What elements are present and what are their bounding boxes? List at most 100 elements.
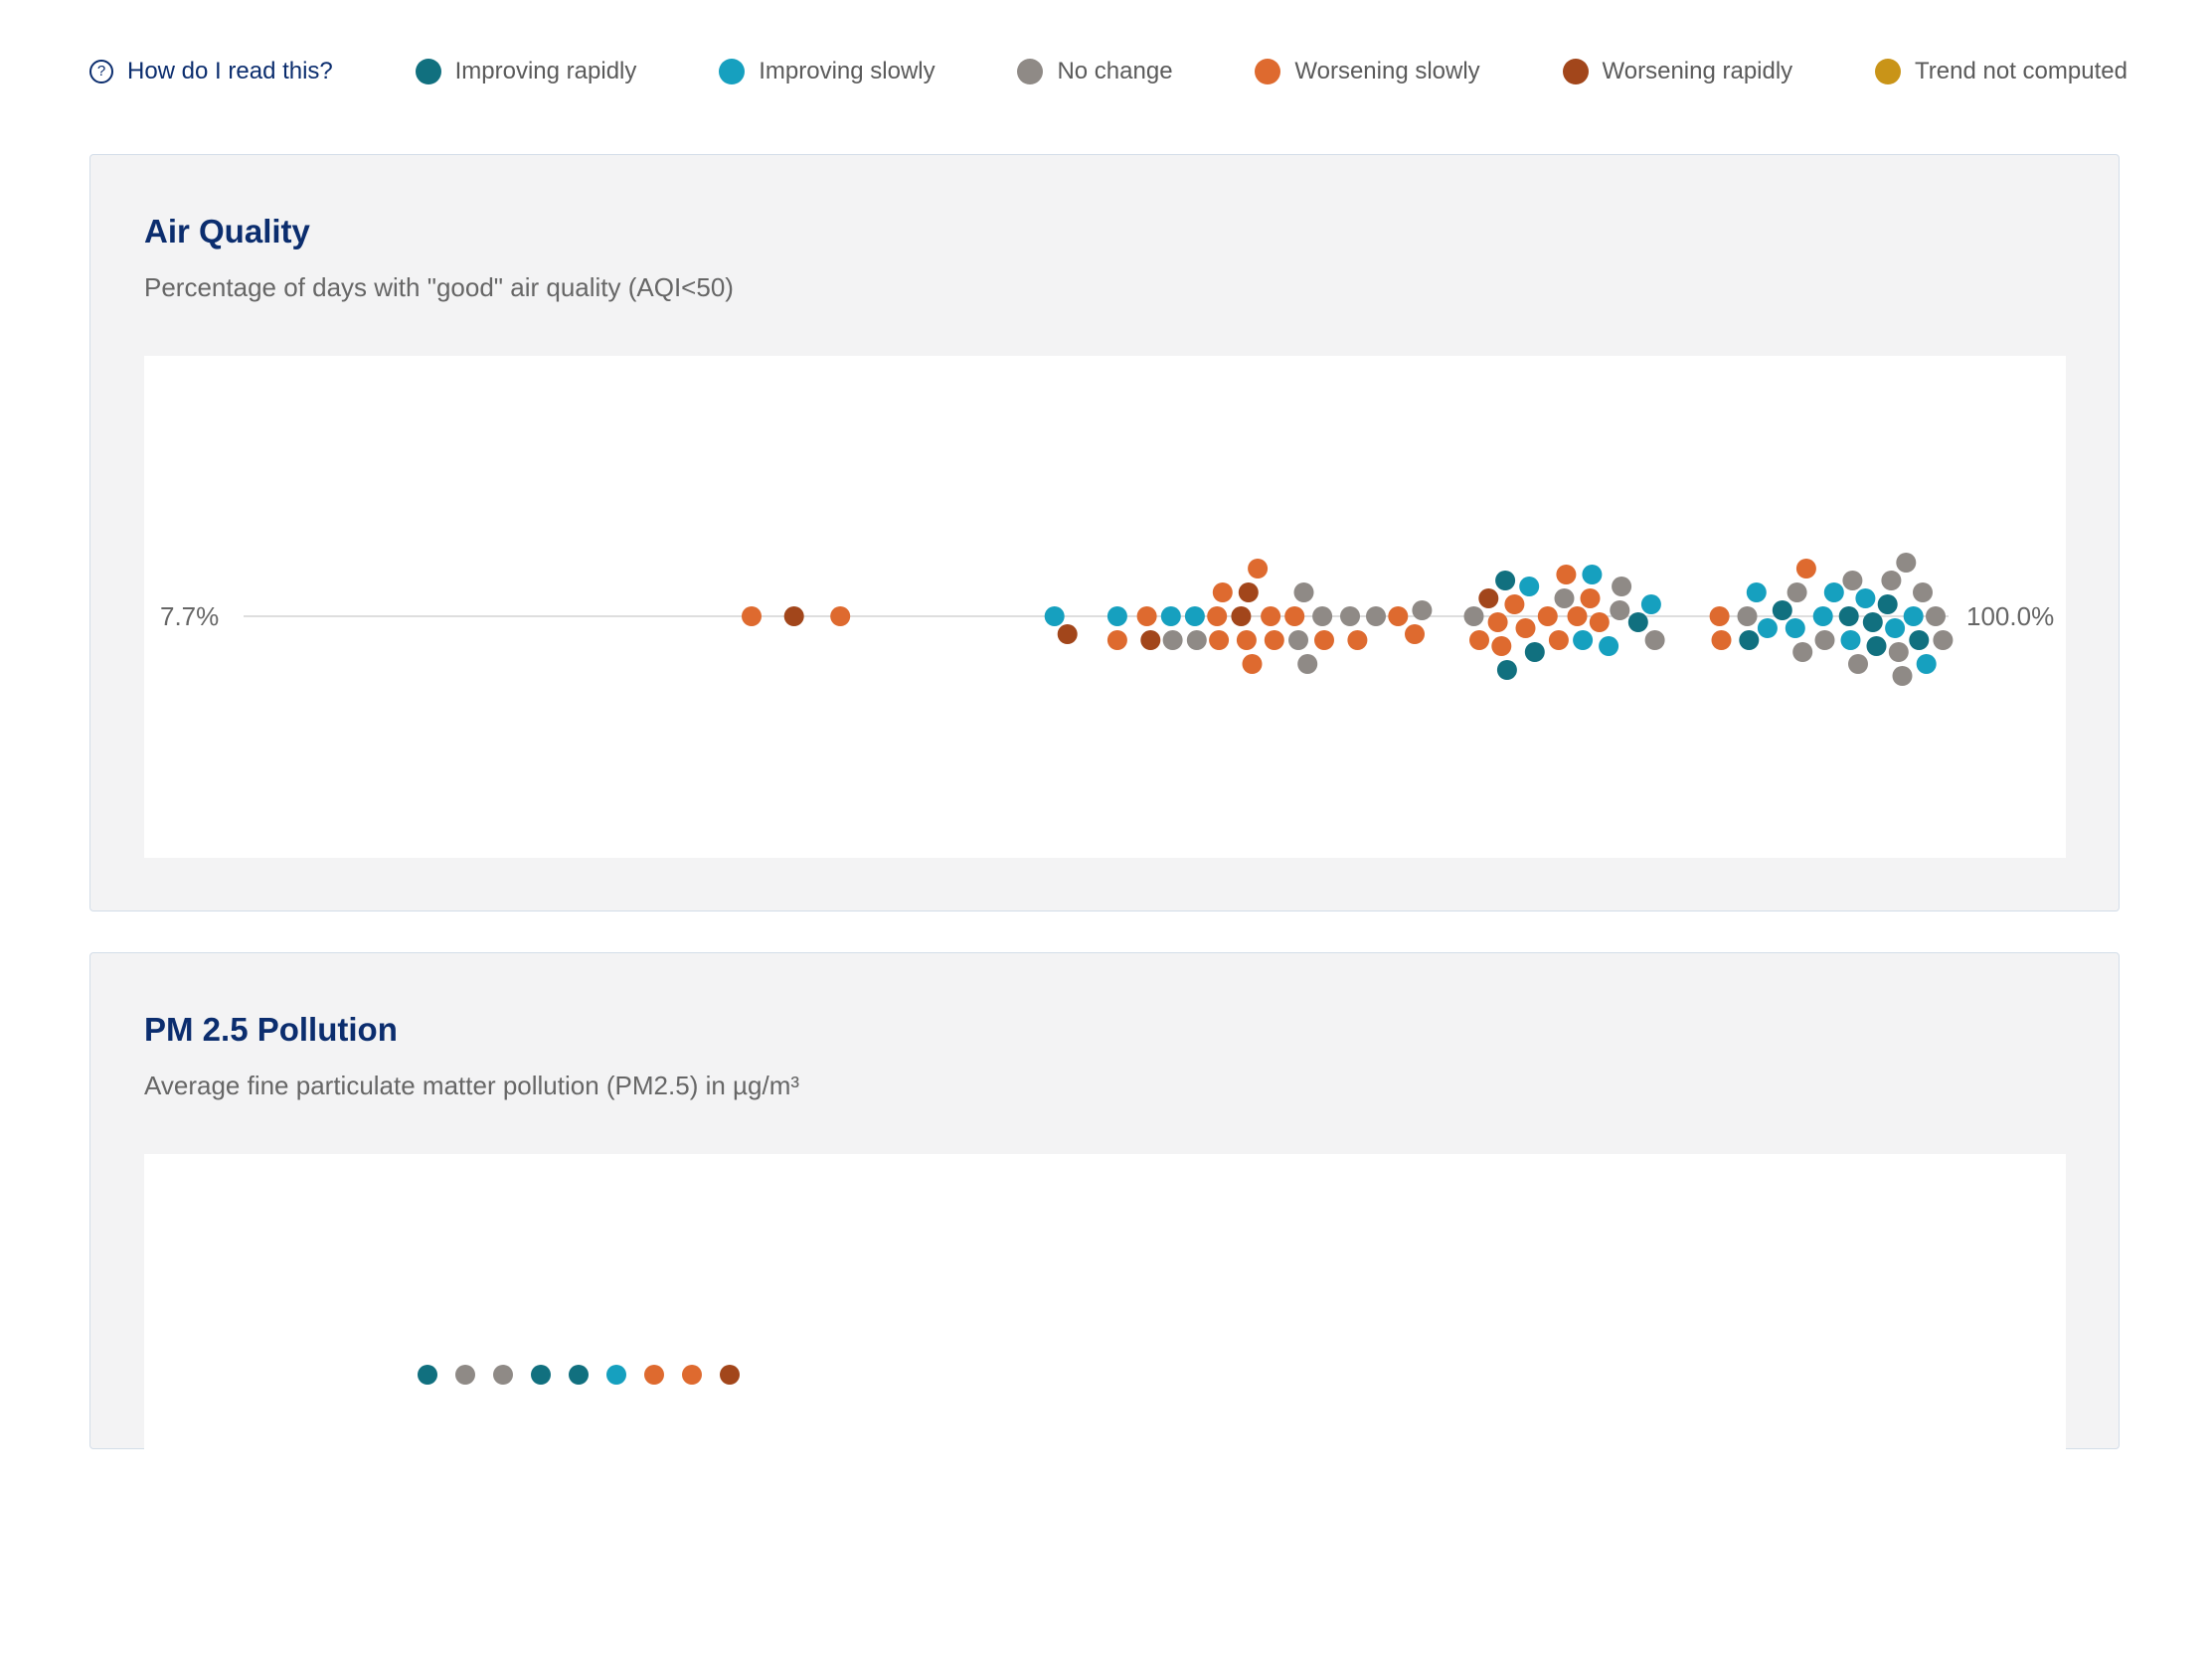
data-point[interactable] — [1469, 630, 1489, 650]
data-point[interactable] — [1548, 630, 1569, 650]
data-point[interactable] — [1238, 582, 1259, 602]
data-point[interactable] — [1366, 606, 1386, 626]
data-point[interactable] — [1838, 606, 1859, 626]
data-point[interactable] — [1862, 612, 1883, 632]
data-point[interactable] — [1627, 612, 1648, 632]
data-point[interactable] — [1209, 630, 1230, 650]
data-point[interactable] — [1903, 606, 1924, 626]
data-point[interactable] — [1881, 571, 1902, 590]
data-point[interactable] — [742, 606, 762, 626]
data-point[interactable] — [1412, 600, 1433, 620]
data-point[interactable] — [1162, 630, 1183, 650]
data-point[interactable] — [1855, 588, 1876, 608]
data-point[interactable] — [1212, 582, 1233, 602]
data-point[interactable] — [1573, 630, 1594, 650]
data-point[interactable] — [1160, 606, 1181, 626]
data-point[interactable] — [830, 606, 851, 626]
data-point[interactable] — [1814, 630, 1835, 650]
data-point[interactable] — [1519, 577, 1540, 596]
data-point[interactable] — [1487, 612, 1508, 632]
data-point[interactable] — [1612, 577, 1632, 596]
data-point[interactable] — [1537, 606, 1558, 626]
data-point[interactable] — [1926, 606, 1946, 626]
data-point[interactable] — [720, 1365, 740, 1385]
data-point[interactable] — [1644, 630, 1665, 650]
data-point[interactable] — [1405, 624, 1425, 644]
data-point[interactable] — [1737, 606, 1758, 626]
data-point[interactable] — [1823, 582, 1844, 602]
data-point[interactable] — [1524, 642, 1545, 662]
data-point[interactable] — [1840, 630, 1861, 650]
data-point[interactable] — [1207, 606, 1228, 626]
data-point[interactable] — [1312, 606, 1333, 626]
data-point[interactable] — [1909, 630, 1930, 650]
data-point[interactable] — [1495, 571, 1516, 590]
data-point[interactable] — [1896, 553, 1917, 573]
data-point[interactable] — [1589, 612, 1610, 632]
data-point[interactable] — [1463, 606, 1484, 626]
data-point[interactable] — [1242, 654, 1263, 674]
data-point[interactable] — [1340, 606, 1360, 626]
data-point[interactable] — [1136, 606, 1157, 626]
data-point[interactable] — [1599, 636, 1619, 656]
data-point[interactable] — [682, 1365, 702, 1385]
data-point[interactable] — [644, 1365, 664, 1385]
data-point[interactable] — [1314, 630, 1334, 650]
data-point[interactable] — [783, 606, 804, 626]
data-point[interactable] — [1261, 606, 1281, 626]
data-point[interactable] — [1288, 630, 1308, 650]
data-point[interactable] — [1504, 594, 1525, 614]
data-point[interactable] — [1709, 606, 1730, 626]
data-point[interactable] — [1496, 660, 1517, 680]
data-point[interactable] — [1888, 642, 1909, 662]
data-point[interactable] — [1044, 606, 1065, 626]
data-point[interactable] — [1812, 606, 1833, 626]
data-point[interactable] — [1580, 588, 1601, 608]
data-point[interactable] — [1231, 606, 1252, 626]
data-point[interactable] — [1877, 594, 1898, 614]
data-point[interactable] — [1842, 571, 1863, 590]
data-point[interactable] — [418, 1365, 437, 1385]
data-point[interactable] — [1248, 559, 1269, 579]
data-point[interactable] — [455, 1365, 475, 1385]
data-point[interactable] — [1297, 654, 1318, 674]
data-point[interactable] — [569, 1365, 589, 1385]
data-point[interactable] — [1787, 582, 1807, 602]
how-to-read-link[interactable]: ? How do I read this? — [89, 58, 333, 85]
data-point[interactable] — [1106, 606, 1127, 626]
data-point[interactable] — [1264, 630, 1284, 650]
data-point[interactable] — [1515, 618, 1536, 638]
data-point[interactable] — [1582, 565, 1603, 584]
data-point[interactable] — [1885, 618, 1906, 638]
data-point[interactable] — [1913, 582, 1933, 602]
data-point[interactable] — [1140, 630, 1161, 650]
data-point[interactable] — [1739, 630, 1760, 650]
data-point[interactable] — [1236, 630, 1257, 650]
data-point[interactable] — [531, 1365, 551, 1385]
data-point[interactable] — [1866, 636, 1887, 656]
data-point[interactable] — [1388, 606, 1409, 626]
data-point[interactable] — [1785, 618, 1805, 638]
data-point[interactable] — [1106, 630, 1127, 650]
data-point[interactable] — [1567, 606, 1588, 626]
data-point[interactable] — [1478, 588, 1499, 608]
data-point[interactable] — [1746, 582, 1767, 602]
data-point[interactable] — [1293, 582, 1314, 602]
data-point[interactable] — [1186, 630, 1207, 650]
data-point[interactable] — [1554, 588, 1575, 608]
data-point[interactable] — [1916, 654, 1937, 674]
data-point[interactable] — [1610, 600, 1630, 620]
data-point[interactable] — [1848, 654, 1868, 674]
data-point[interactable] — [606, 1365, 626, 1385]
data-point[interactable] — [1184, 606, 1205, 626]
data-point[interactable] — [1556, 565, 1577, 584]
data-point[interactable] — [1711, 630, 1732, 650]
data-point[interactable] — [1892, 666, 1913, 686]
data-point[interactable] — [1284, 606, 1305, 626]
data-point[interactable] — [1795, 559, 1816, 579]
data-point[interactable] — [1640, 594, 1661, 614]
data-point[interactable] — [1347, 630, 1368, 650]
data-point[interactable] — [1933, 630, 1954, 650]
data-point[interactable] — [1491, 636, 1512, 656]
data-point[interactable] — [1057, 624, 1078, 644]
